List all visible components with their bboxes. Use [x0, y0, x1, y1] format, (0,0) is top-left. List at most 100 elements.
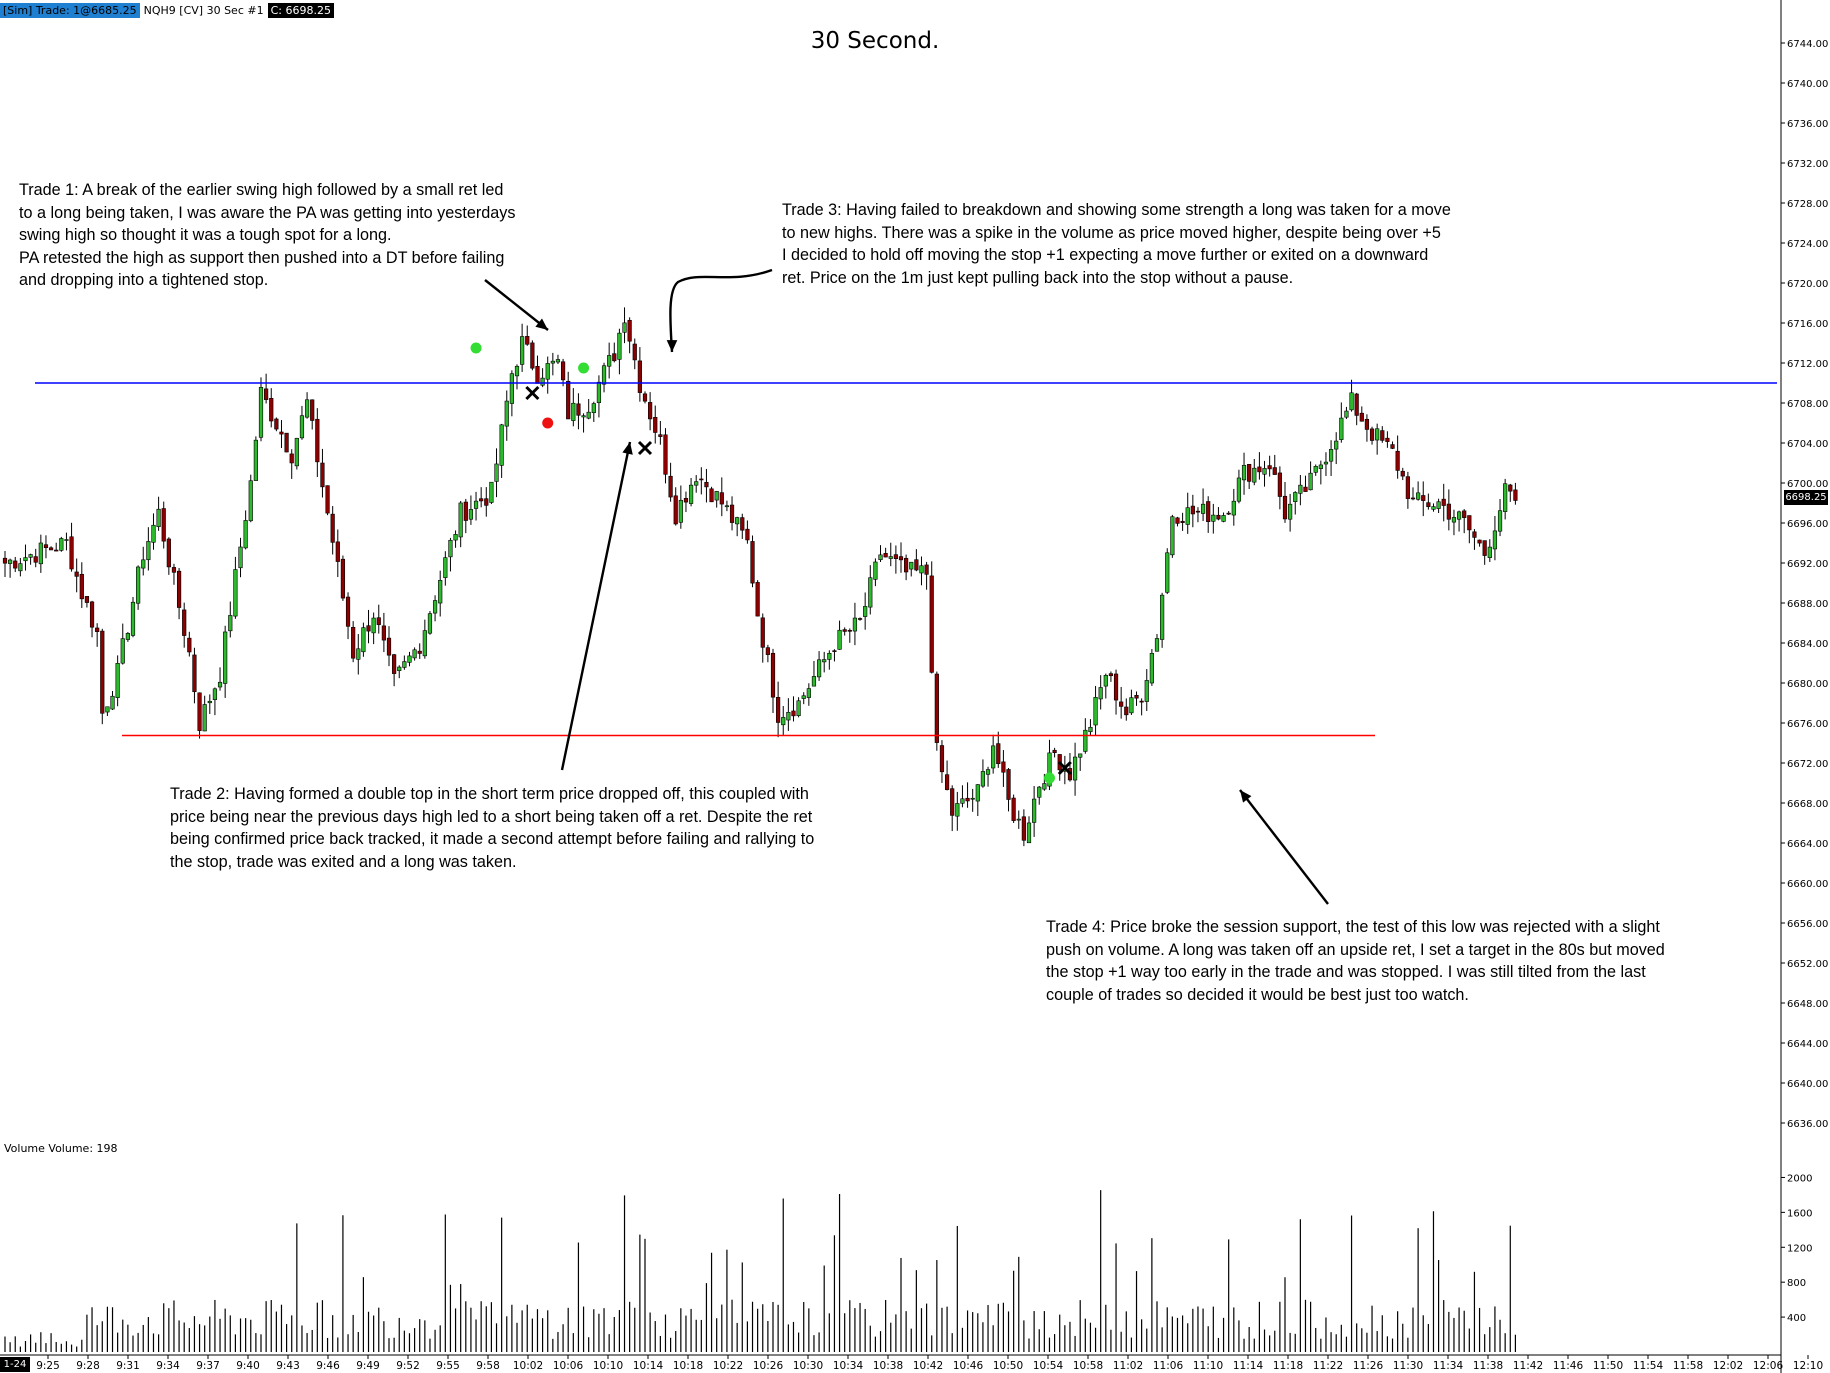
- time-tick-label: 11:02: [1113, 1360, 1143, 1372]
- candle-up: [64, 539, 69, 541]
- candle-down: [1190, 505, 1195, 515]
- candle-down: [612, 353, 617, 362]
- candle-down: [1282, 495, 1288, 520]
- candle-up: [412, 649, 417, 659]
- price-tick-label: 6732.00: [1787, 159, 1828, 170]
- candle-up: [1288, 503, 1293, 520]
- candle-up: [1088, 726, 1093, 733]
- candle-up: [1323, 461, 1329, 465]
- price-axis: 6744.00 6740.00 6736.00 6732.00 6728.00 6724.…: [1780, 0, 1828, 1373]
- candle-up: [1231, 500, 1236, 516]
- candle-up: [586, 411, 591, 419]
- time-tick-label: 10:02: [513, 1360, 543, 1372]
- candle-up: [146, 541, 151, 561]
- candle-up: [1042, 783, 1047, 790]
- candle-down: [340, 558, 346, 599]
- candle-up: [1149, 653, 1154, 684]
- time-tick-label: 9:49: [356, 1360, 380, 1372]
- candle-down: [637, 360, 642, 393]
- time-tick-label: 11:58: [1673, 1360, 1703, 1372]
- candle-up: [622, 322, 627, 333]
- price-tick-label: 6700.00: [1787, 479, 1828, 490]
- candle-down: [893, 554, 898, 559]
- candle-down: [264, 388, 269, 400]
- candle-up: [607, 355, 612, 367]
- candle-up: [960, 798, 965, 804]
- candle-down: [673, 495, 678, 525]
- time-tick-label: 10:14: [633, 1360, 664, 1372]
- candle-up: [1328, 449, 1334, 462]
- candle-up: [120, 638, 125, 664]
- candle-up: [694, 481, 699, 486]
- candle-up: [801, 695, 806, 699]
- candle-up: [1436, 501, 1441, 509]
- time-tick-label: 11:10: [1193, 1360, 1223, 1372]
- time-tick-label: 10:34: [833, 1360, 864, 1372]
- candle-up: [1252, 467, 1257, 483]
- candle-down: [330, 513, 335, 543]
- candle-up: [136, 566, 141, 604]
- candle-down: [898, 556, 904, 561]
- candle-up: [228, 615, 233, 632]
- trade4-annotation: Trade 4: Price broke the session support…: [1046, 918, 1665, 1004]
- time-tick-label: 10:38: [873, 1360, 903, 1372]
- candle-down: [1441, 498, 1446, 506]
- candle-up: [1492, 530, 1498, 550]
- volume-axis: 2000 1600 1200 800 400: [1781, 1173, 1812, 1324]
- candle-down: [1108, 673, 1114, 677]
- candle-down: [13, 560, 18, 569]
- candle-down: [1421, 495, 1426, 501]
- candle-up: [1026, 822, 1032, 844]
- time-tick-label: 9:58: [476, 1360, 500, 1372]
- candle-up: [837, 629, 842, 650]
- candle-up: [202, 704, 207, 732]
- candle-down: [1052, 749, 1057, 753]
- candle-up: [863, 606, 868, 617]
- candle-down: [1139, 700, 1144, 703]
- candle-down: [161, 508, 166, 542]
- time-tick-label: 11:34: [1433, 1360, 1464, 1372]
- time-tick-label: 11:26: [1353, 1360, 1384, 1372]
- price-tick-label: 6696.00: [1787, 519, 1828, 530]
- candle-down: [996, 743, 1001, 765]
- candle-up: [1293, 492, 1298, 502]
- candle-up: [1416, 492, 1421, 500]
- candle-up: [402, 661, 407, 668]
- candle-down: [857, 618, 863, 620]
- time-tick-label: 9:34: [156, 1360, 180, 1372]
- account-trade-badge[interactable]: [Sim] Trade: 1@6685.25: [0, 2, 140, 18]
- candle-up: [1078, 753, 1083, 758]
- candle-down: [1385, 437, 1390, 442]
- time-tick-label: 10:06: [553, 1360, 584, 1372]
- time-axis: 9:25 9:28 9:31 9:34 9:37 9:40 9:43 9:46 9:49 9:52…: [0, 1354, 1823, 1372]
- candle-down: [1277, 472, 1282, 497]
- exit-marker-icon: [525, 385, 540, 401]
- price-tick-label: 6744.00: [1787, 39, 1828, 50]
- volume-tick-label: 1200: [1787, 1243, 1812, 1254]
- candle-up: [115, 663, 120, 698]
- candle-up: [1170, 516, 1175, 556]
- candle-down: [479, 498, 484, 502]
- candle-down: [560, 361, 566, 381]
- candle-up: [427, 613, 433, 634]
- price-tick-label: 6640.00: [1787, 1079, 1828, 1090]
- date-tag: 1-24: [0, 1357, 30, 1372]
- candle-down: [392, 654, 397, 674]
- time-tick-label: 11:46: [1553, 1360, 1584, 1372]
- price-tick-label: 6680.00: [1787, 679, 1828, 690]
- candle-up: [151, 524, 156, 543]
- candle-down: [1446, 503, 1451, 520]
- candle-down: [1011, 797, 1016, 821]
- candle-up: [130, 601, 136, 636]
- time-tick-label: 10:10: [593, 1360, 623, 1372]
- price-tick-label: 6724.00: [1787, 239, 1828, 250]
- time-tick-label: 10:42: [913, 1360, 943, 1372]
- trade2-arrow-head-icon: [622, 442, 633, 455]
- candle-down: [765, 647, 770, 655]
- annotation-arrows: [484, 268, 1329, 905]
- level-lines: [35, 382, 1777, 737]
- time-tick-label: 9:31: [116, 1360, 140, 1372]
- candle-up: [919, 565, 924, 574]
- candle-down: [745, 528, 750, 541]
